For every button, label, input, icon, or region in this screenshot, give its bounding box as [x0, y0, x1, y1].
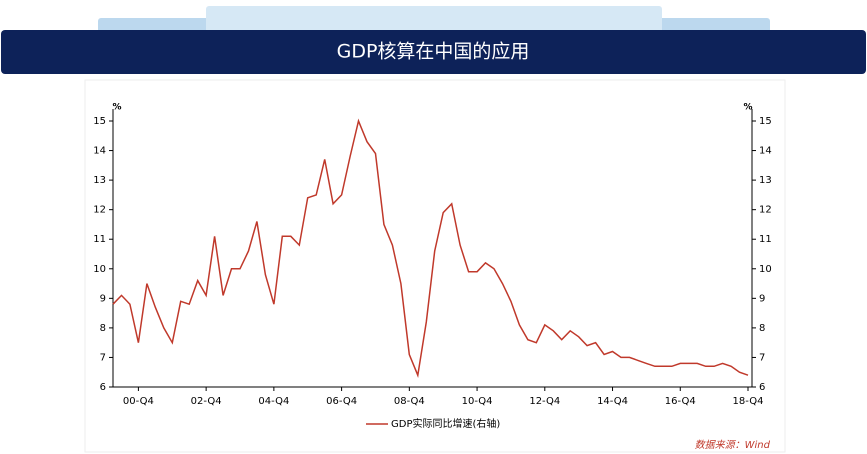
x-tick-label: 16-Q4: [665, 396, 696, 407]
x-tick-label: 18-Q4: [733, 396, 764, 407]
y2-tick-label: 6: [759, 382, 765, 393]
y2-tick-label: 7: [759, 352, 765, 363]
x-tick-label: 06-Q4: [326, 396, 357, 407]
y2-tick-label: 9: [759, 293, 765, 304]
y-tick-label: 15: [93, 116, 106, 127]
x-tick-label: 04-Q4: [258, 396, 289, 407]
y2-tick-label: 12: [759, 205, 772, 216]
x-tick-label: 02-Q4: [191, 396, 222, 407]
chart-panel: [84, 79, 786, 453]
y2-tick-label: 13: [759, 175, 772, 186]
y2-tick-label: 11: [759, 234, 772, 245]
y-tick-label: 8: [100, 323, 106, 334]
y2-tick-label: 14: [759, 146, 772, 157]
y-tick-label: 6: [100, 382, 106, 393]
deco-bar: [206, 6, 662, 34]
y-tick-label: 10: [93, 264, 106, 275]
x-tick-label: 10-Q4: [462, 396, 493, 407]
y2-tick-label: 8: [759, 323, 765, 334]
chart: % % 6 7 8 9 10 11 12 13 14 15 6 7 8 9 10 11 12 13 14 15 00-Q4 0…: [93, 103, 771, 452]
y-tick-label: 7: [100, 352, 106, 363]
y-tick-label: 11: [93, 234, 106, 245]
y-tick-label: 9: [100, 293, 106, 304]
source-note: 数据来源：Wind: [695, 439, 771, 451]
legend-label: GDP实际同比增速(右轴): [391, 417, 500, 430]
x-tick-label: 12-Q4: [529, 396, 560, 407]
x-tick-label: 00-Q4: [123, 396, 154, 407]
y-axis-unit: %: [112, 103, 121, 113]
data-line: [112, 118, 749, 378]
title-banner: [1, 30, 866, 74]
x-tick-label: 08-Q4: [394, 396, 425, 407]
slide-title: GDP核算在中国的应用: [337, 41, 530, 63]
y-tick-label: 14: [93, 146, 106, 157]
y2-axis-unit: %: [743, 103, 752, 113]
y-tick-label: 13: [93, 175, 106, 186]
y2-tick-label: 10: [759, 264, 772, 275]
y-tick-label: 12: [93, 205, 106, 216]
x-tick-label: 14-Q4: [597, 396, 628, 407]
y2-tick-label: 15: [759, 116, 772, 127]
